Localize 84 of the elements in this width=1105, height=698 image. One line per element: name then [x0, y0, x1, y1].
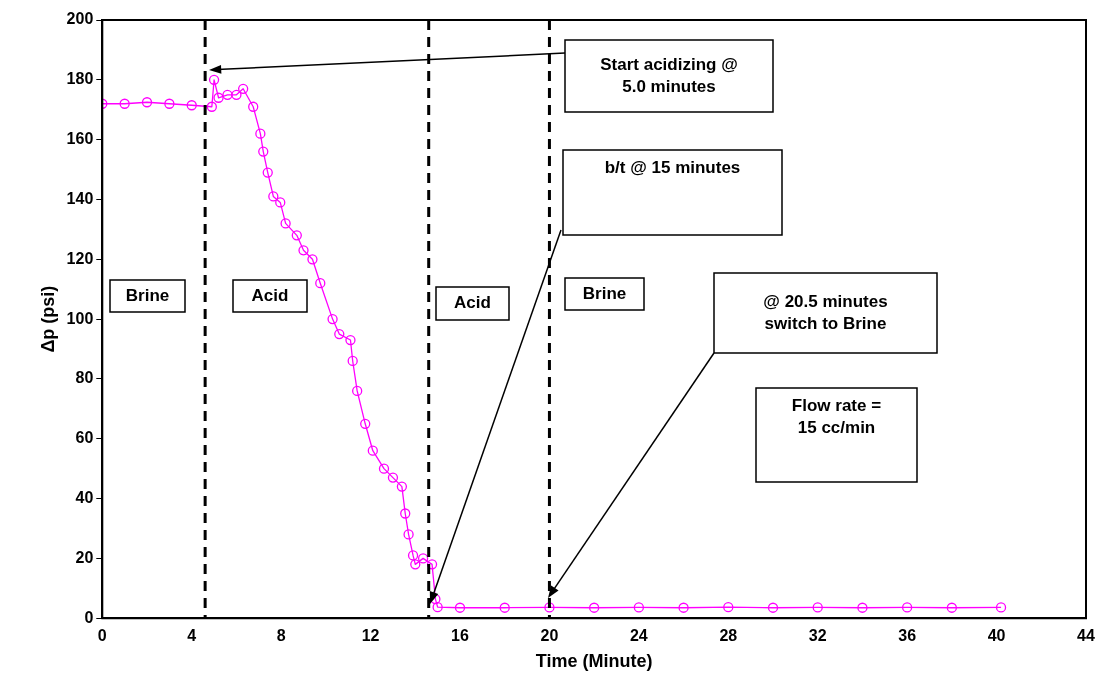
point: [499, 602, 510, 613]
x-tick-label: 20: [540, 627, 559, 645]
x-tick-label: 32: [808, 627, 827, 645]
point: [164, 98, 175, 109]
point: [280, 218, 291, 229]
x-tick-label: 0: [97, 627, 107, 645]
x-tick-label: 8: [276, 627, 286, 645]
point: [334, 328, 345, 340]
point: [387, 472, 399, 483]
y-tick-label: 200: [66, 10, 94, 28]
y-tick-label: 20: [75, 548, 94, 566]
point: [367, 445, 378, 456]
annotation: Acid: [251, 285, 289, 305]
point: [410, 559, 421, 570]
annotation: @ 20.5 minutes switch to Brine: [763, 291, 888, 333]
point: [678, 602, 689, 613]
point: [315, 278, 326, 289]
point: [589, 602, 600, 613]
point: [213, 92, 224, 103]
point: [307, 254, 318, 265]
annotation: Acid: [454, 293, 491, 313]
y-tick-label: 120: [66, 249, 94, 267]
point: [255, 128, 266, 139]
y-tick-label: 180: [66, 70, 94, 88]
point: [812, 602, 823, 613]
y-tick-label: 100: [66, 309, 94, 327]
y-tick-label: 140: [66, 189, 94, 207]
y-axis-title: Δp (psi): [37, 285, 58, 353]
x-tick-label: 28: [719, 627, 738, 645]
annotation: Flow rate = 15 cc/min: [791, 395, 882, 437]
point: [544, 602, 555, 613]
y-tick-label: 0: [84, 608, 94, 626]
point: [946, 602, 958, 613]
y-tick-label: 160: [66, 130, 94, 148]
annotation: Brine: [582, 283, 627, 303]
point: [352, 385, 363, 397]
point: [400, 508, 411, 519]
x-tick-label: 36: [898, 627, 917, 645]
point: [417, 553, 429, 564]
point: [208, 74, 220, 85]
point: [347, 355, 358, 367]
point: [237, 83, 249, 94]
point: [268, 191, 279, 202]
x-tick-label: 24: [629, 627, 648, 645]
point: [248, 101, 259, 112]
point: [141, 97, 153, 108]
x-tick-label: 4: [187, 627, 197, 645]
x-axis-title: Time (Minute): [535, 651, 653, 672]
point: [633, 602, 645, 613]
point: [360, 418, 371, 429]
x-tick-label: 44: [1077, 627, 1095, 645]
point: [426, 559, 438, 570]
annotation: Start acidizing @ 5.0 minutes: [600, 54, 738, 96]
point: [275, 197, 286, 208]
point: [767, 602, 779, 613]
point: [258, 146, 269, 157]
point: [291, 230, 302, 241]
point: [407, 550, 419, 561]
y-tick-label: 80: [75, 369, 94, 387]
point: [403, 529, 414, 540]
x-tick-label: 12: [361, 627, 380, 645]
x-tick-label: 40: [987, 627, 1006, 645]
point: [857, 602, 868, 613]
point: [206, 101, 217, 112]
point: [345, 334, 356, 346]
point: [262, 167, 273, 178]
point: [902, 602, 913, 613]
y-tick-label: 60: [75, 429, 94, 447]
point: [454, 602, 466, 613]
annotation: b/t @ 15 minutes: [604, 157, 741, 177]
x-tick-label: 16: [451, 627, 470, 645]
point: [995, 602, 1007, 613]
point: [378, 463, 390, 474]
point: [231, 89, 242, 100]
y-tick-label: 40: [75, 488, 94, 506]
point: [432, 601, 443, 613]
point: [186, 100, 197, 111]
point: [327, 313, 338, 325]
point: [119, 98, 130, 109]
point: [298, 245, 309, 256]
point: [723, 601, 734, 613]
annotation: Brine: [125, 285, 170, 305]
point: [222, 89, 233, 100]
point: [396, 481, 408, 492]
